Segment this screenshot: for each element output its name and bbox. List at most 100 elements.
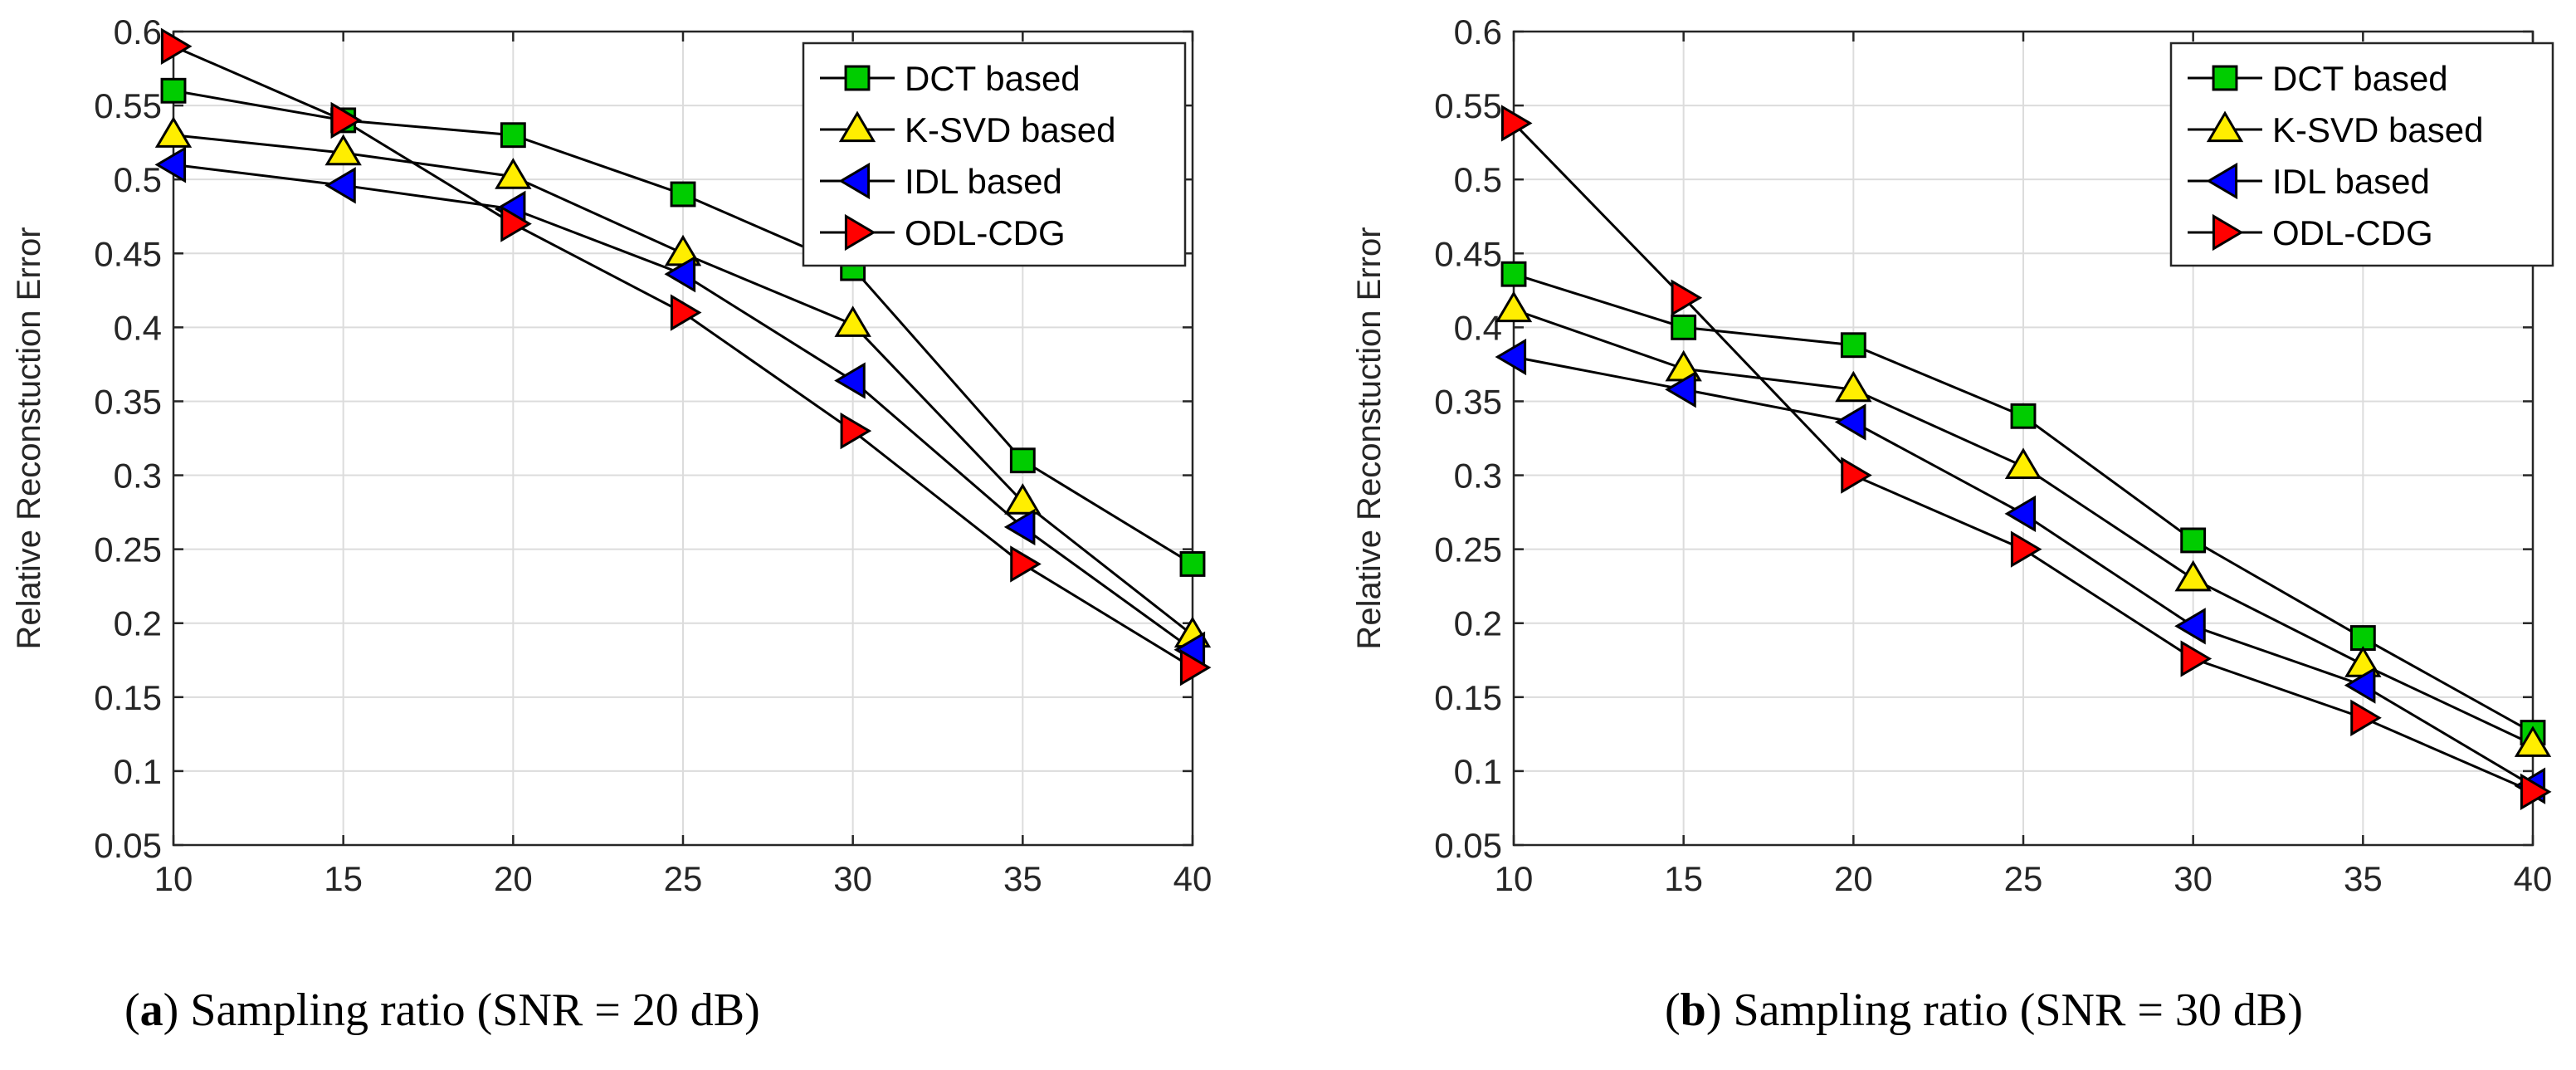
data-point-idl-based xyxy=(1003,508,1036,546)
data-point-k-svd-based xyxy=(834,305,871,337)
data-point-k-svd-based xyxy=(324,134,362,166)
y-tick-label: 0.4 xyxy=(114,308,162,347)
data-point-odl-cdg xyxy=(2180,640,2213,677)
caption-letter: a xyxy=(140,984,163,1036)
y-tick-label: 0.6 xyxy=(1454,12,1502,51)
x-tick-label: 15 xyxy=(324,859,363,898)
y-tick-label: 0.55 xyxy=(1434,86,1502,125)
y-tick-label: 0.15 xyxy=(1434,678,1502,717)
data-point-dct-based xyxy=(1500,261,1527,287)
y-tick-label: 0.5 xyxy=(114,160,162,199)
x-tick-label: 35 xyxy=(1003,859,1042,898)
caption-paren: ( xyxy=(124,984,140,1036)
y-tick-label: 0.05 xyxy=(94,826,162,865)
data-point-k-svd-based xyxy=(2174,559,2212,592)
caption-text: ) Sampling ratio (SNR = 20 dB) xyxy=(163,984,760,1036)
x-tick-label: 10 xyxy=(154,859,193,898)
y-tick-label: 0.3 xyxy=(114,457,162,496)
data-point-idl-based xyxy=(2344,667,2376,704)
x-tick-label: 20 xyxy=(1834,859,1873,898)
data-point-odl-cdg xyxy=(1500,105,1533,142)
data-point-odl-cdg xyxy=(2010,530,2042,568)
data-point-idl-based xyxy=(2174,608,2206,645)
y-tick-label: 0.15 xyxy=(94,678,162,717)
legend-label: K-SVD based xyxy=(905,110,1115,149)
y-tick-label: 0.25 xyxy=(94,530,162,569)
legend-label: ODL-CDG xyxy=(2272,213,2433,252)
data-point-odl-cdg xyxy=(1179,649,1212,686)
data-point-odl-cdg xyxy=(1671,279,1703,316)
data-point-k-svd-based xyxy=(2514,726,2552,757)
data-point-idl-based xyxy=(324,167,356,204)
y-axis-label: Relative Reconstuction Error xyxy=(1351,227,1388,649)
legend: DCT based K-SVD based IDL based ODL-CDG xyxy=(2169,42,2554,267)
x-tick-label: 40 xyxy=(2514,859,2553,898)
y-tick-label: 0.35 xyxy=(94,382,162,421)
legend-marker xyxy=(2212,213,2244,252)
x-tick-label: 40 xyxy=(1173,859,1212,898)
data-point-dct-based xyxy=(500,122,526,149)
data-point-idl-based xyxy=(1834,403,1866,441)
x-tick-label: 30 xyxy=(833,859,872,898)
data-point-dct-based xyxy=(2180,527,2207,554)
data-point-odl-cdg xyxy=(2350,699,2382,736)
y-tick-label: 0.5 xyxy=(1454,160,1502,199)
legend-label: K-SVD based xyxy=(2272,110,2483,149)
data-point-dct-based xyxy=(670,181,696,208)
data-point-odl-cdg xyxy=(840,412,872,450)
x-tick-label: 25 xyxy=(2004,859,2043,898)
legend-marker xyxy=(838,110,876,143)
y-tick-label: 0.55 xyxy=(94,86,162,125)
legend-label: IDL based xyxy=(905,162,1062,201)
y-tick-label: 0.3 xyxy=(1454,457,1502,496)
legend-marker xyxy=(844,213,876,252)
data-point-idl-based xyxy=(1495,338,1527,376)
data-point-dct-based xyxy=(1840,332,1866,359)
y-tick-label: 0.25 xyxy=(1434,530,1502,569)
data-point-k-svd-based xyxy=(1495,291,1533,323)
data-point-k-svd-based xyxy=(2004,447,2042,479)
y-tick-label: 0.2 xyxy=(1454,604,1502,643)
x-tick-label: 35 xyxy=(2344,859,2383,898)
legend-marker xyxy=(2212,65,2238,91)
data-point-odl-cdg xyxy=(160,27,193,65)
data-point-odl-cdg xyxy=(1010,545,1042,583)
x-tick-label: 15 xyxy=(1664,859,1703,898)
data-point-dct-based xyxy=(1009,447,1036,474)
data-point-k-svd-based xyxy=(495,158,532,189)
data-point-idl-based xyxy=(664,256,696,293)
data-point-odl-cdg xyxy=(1841,457,1872,494)
y-tick-label: 0.2 xyxy=(114,604,162,643)
data-point-idl-based xyxy=(2004,495,2037,533)
legend-label: ODL-CDG xyxy=(905,213,1066,252)
y-tick-label: 0.45 xyxy=(94,234,162,273)
data-point-k-svd-based xyxy=(1835,370,1872,403)
data-point-idl-based xyxy=(834,362,866,399)
caption-text: ) Sampling ratio (SNR = 30 dB) xyxy=(1706,984,2303,1036)
data-point-dct-based xyxy=(2010,403,2037,429)
legend-marker xyxy=(2206,110,2244,143)
data-point-odl-cdg xyxy=(670,294,702,331)
data-point-dct-based xyxy=(2349,625,2376,651)
chart-panel-a: 10 15 20 25 30 35 40 0.05 0.1 0.15 0.2 0.25 0.3 0.35 0… xyxy=(11,12,1212,1036)
legend: DCT based K-SVD based IDL based ODL-CDG xyxy=(802,42,1187,267)
caption-letter: b xyxy=(1681,984,1706,1036)
data-point-dct-based xyxy=(1179,551,1206,577)
y-tick-label: 0.05 xyxy=(1434,826,1502,865)
x-tick-label: 10 xyxy=(1495,859,1534,898)
data-point-odl-cdg xyxy=(2520,773,2552,811)
data-point-odl-cdg xyxy=(330,101,363,139)
data-point-k-svd-based xyxy=(154,116,193,148)
y-tick-label: 0.1 xyxy=(1454,752,1502,791)
legend-marker xyxy=(844,65,871,91)
caption-paren: ( xyxy=(1665,984,1681,1036)
x-tick-label: 25 xyxy=(664,859,703,898)
data-point-idl-based xyxy=(1665,371,1696,408)
y-tick-label: 0.35 xyxy=(1434,382,1502,421)
data-point-idl-based xyxy=(154,146,187,183)
legend-label: IDL based xyxy=(2272,162,2430,201)
y-tick-label: 0.6 xyxy=(114,12,162,51)
legend-marker xyxy=(838,162,871,200)
figure-caption: (a) Sampling ratio (SNR = 20 dB) xyxy=(124,984,760,1036)
x-tick-label: 20 xyxy=(494,859,533,898)
